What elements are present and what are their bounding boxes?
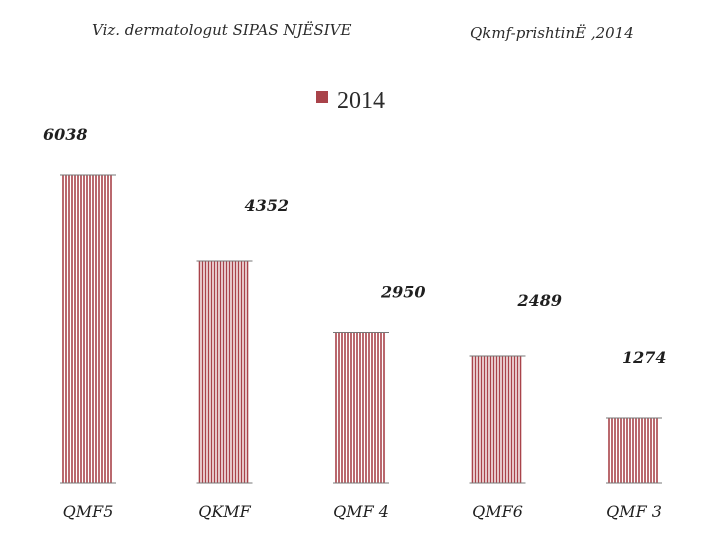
- legend-swatch: [316, 91, 328, 103]
- value-label: 2489: [517, 291, 563, 310]
- category-label: QMF 4: [333, 502, 389, 521]
- value-label: 4352: [245, 196, 290, 215]
- chart-title-left: Viz. dermatologut SIPAS NJËSIVE: [92, 21, 351, 39]
- category-labels-group: QMF5 QKMF QMF 4 QMF6 QMF 3: [63, 502, 662, 521]
- bar-qmf-3: [606, 417, 662, 484]
- bars-group: [60, 174, 662, 484]
- bar-qmf6: [469, 355, 526, 484]
- category-label: QMF5: [63, 502, 114, 521]
- category-label: QMF 3: [606, 502, 662, 521]
- bar-qmf-4: [333, 332, 389, 484]
- category-label: QMF6: [472, 502, 523, 521]
- value-label: 2950: [380, 283, 426, 302]
- bar-qkmf: [196, 260, 253, 484]
- value-label: 1274: [622, 348, 667, 367]
- legend-label: 2014: [337, 88, 385, 114]
- legend: 2014: [316, 88, 385, 114]
- value-labels-group: 6038 4352 2950 2489 1274: [43, 125, 667, 367]
- chart-title-right: Qkmf-prishtinË ,2014: [470, 24, 634, 42]
- category-label: QKMF: [198, 502, 251, 521]
- value-label: 6038: [43, 125, 88, 144]
- bar-qmf5: [60, 174, 116, 484]
